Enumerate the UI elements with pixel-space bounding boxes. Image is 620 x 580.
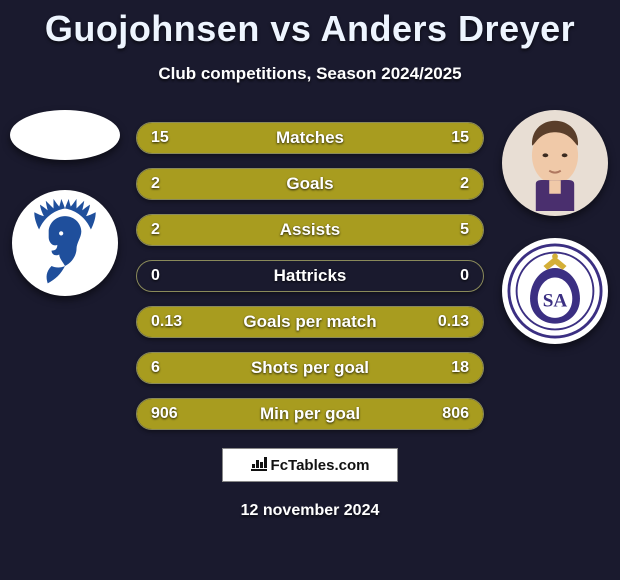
stat-value-right: 2 [423,175,483,193]
stat-row: 0Hattricks0 [136,260,484,292]
stat-value-right: 0 [423,267,483,285]
stat-row: 0.13Goals per match0.13 [136,306,484,338]
player1-club-logo [12,190,118,296]
stat-row: 906Min per goal806 [136,398,484,430]
stat-label: Matches [197,128,423,148]
indian-head-logo-icon [17,195,113,291]
stat-value-left: 2 [137,221,197,239]
watermark: FcTables.com [222,448,398,482]
stat-value-left: 906 [137,405,197,423]
chart-icon [251,457,267,474]
page-title: Guojohnsen vs Anders Dreyer [0,0,620,50]
player-face-icon [507,115,603,211]
svg-text:SA: SA [543,290,568,311]
stat-row: 15Matches15 [136,122,484,154]
stat-value-right: 5 [423,221,483,239]
date-label: 12 november 2024 [0,502,620,520]
stat-value-left: 6 [137,359,197,377]
stat-label: Goals per match [197,312,423,332]
stat-value-right: 18 [423,359,483,377]
stat-value-left: 2 [137,175,197,193]
anderlecht-logo-icon: SA [507,243,603,339]
stat-label: Hattricks [197,266,423,286]
stat-label: Min per goal [197,404,423,424]
stat-value-left: 0.13 [137,313,197,331]
player2-column: SA [500,110,610,366]
stat-row: 6Shots per goal18 [136,352,484,384]
stat-label: Goals [197,174,423,194]
stat-row: 2Goals2 [136,168,484,200]
stat-value-right: 806 [423,405,483,423]
subtitle: Club competitions, Season 2024/2025 [0,64,620,84]
watermark-text: FcTables.com [271,457,370,474]
stat-value-right: 15 [423,129,483,147]
stats-compare: 15Matches152Goals22Assists50Hattricks00.… [136,122,484,444]
stat-label: Shots per goal [197,358,423,378]
player1-avatar-placeholder [10,110,120,160]
stat-value-left: 0 [137,267,197,285]
stat-row: 2Assists5 [136,214,484,246]
stat-value-left: 15 [137,129,197,147]
stat-value-right: 0.13 [423,313,483,331]
player1-column [10,110,120,318]
player2-club-logo: SA [502,238,608,344]
player2-avatar [502,110,608,216]
stat-label: Assists [197,220,423,240]
